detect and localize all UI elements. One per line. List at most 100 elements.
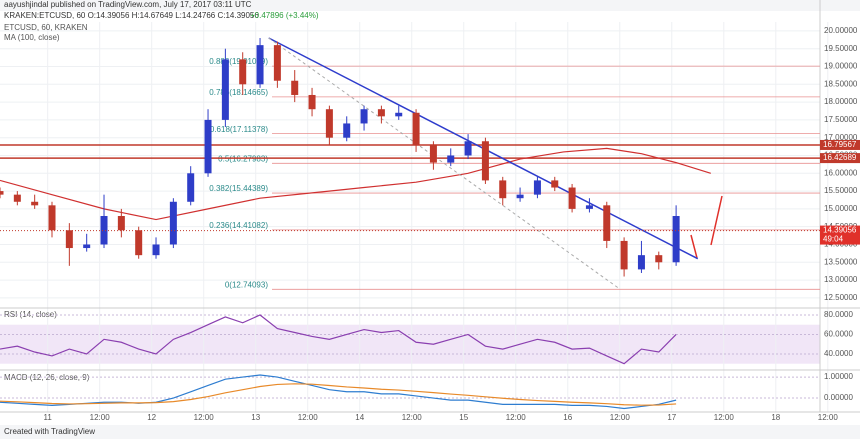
candle-body — [239, 59, 247, 85]
y-tick-label: 16.00000 — [824, 168, 858, 177]
candle-body — [187, 173, 195, 202]
y-tick-label: 17.50000 — [824, 115, 858, 124]
candle-body — [308, 94, 316, 110]
publish-info: aayushjindal published on TradingView.co… — [4, 0, 252, 9]
candle-body — [83, 244, 91, 249]
candle-body — [169, 201, 177, 245]
candle-body — [481, 141, 489, 181]
y-tick-label: 15.50000 — [824, 186, 858, 195]
countdown: 49:04 — [823, 235, 844, 244]
x-tick-label: 12:00 — [610, 413, 631, 422]
candle-body — [273, 45, 281, 81]
candle-body — [551, 180, 559, 188]
candle-body — [117, 216, 125, 231]
y-tick-label: 18.50000 — [824, 79, 858, 88]
y-tick-label: 60.0000 — [824, 330, 853, 339]
candle-body — [291, 80, 299, 95]
pane-label: ETCUSD, 60, KRAKEN — [4, 23, 88, 32]
candle-body — [533, 180, 541, 195]
x-tick-label: 17 — [667, 413, 676, 422]
candle-body — [637, 255, 645, 270]
x-tick-label: 18 — [771, 413, 780, 422]
candle-body — [13, 194, 21, 202]
candle-body — [603, 205, 611, 241]
header-bar — [0, 0, 860, 11]
price-tag — [820, 225, 860, 245]
candle-body — [516, 194, 524, 199]
y-tick-label: 12.50000 — [824, 293, 858, 302]
ma-line — [0, 147, 711, 221]
y-tick-label: 0.00000 — [824, 393, 853, 402]
x-tick-label: 13 — [251, 413, 260, 422]
candle-body — [585, 205, 593, 209]
y-tick-label: 13.00000 — [824, 275, 858, 284]
candle-body — [325, 109, 333, 138]
footer-bar — [0, 425, 860, 439]
candle-body — [31, 201, 39, 206]
candle-body — [412, 112, 420, 145]
fib-label: 0.382(15.44389) — [209, 184, 268, 193]
candle-body — [65, 230, 73, 249]
rsi-band — [0, 324, 820, 364]
change: +0.47896 (+3.44%) — [250, 11, 319, 20]
y-tick-label: 17.00000 — [824, 133, 858, 142]
candle-body — [100, 216, 108, 245]
arrow — [710, 195, 723, 246]
candle-body — [360, 109, 368, 124]
price-tag — [820, 139, 860, 150]
x-tick-label: 12:00 — [298, 413, 319, 422]
candle-body — [152, 244, 160, 256]
x-tick-label: 12:00 — [818, 413, 839, 422]
candle-body — [135, 230, 143, 256]
ma-label: MA (100, close) — [4, 33, 60, 42]
footer: Created with TradingView — [4, 427, 95, 436]
x-tick-label: 16 — [563, 413, 572, 422]
y-tick-label: 15.00000 — [824, 204, 858, 213]
x-tick-label: 12:00 — [402, 413, 423, 422]
candle-body — [568, 187, 576, 209]
candle-body — [429, 144, 437, 163]
x-tick-label: 14 — [355, 413, 364, 422]
y-tick-label: 40.0000 — [824, 349, 853, 358]
fib-label: 0.236(14.41082) — [209, 221, 268, 230]
candle-body — [499, 180, 507, 199]
x-tick-label: 12:00 — [194, 413, 215, 422]
price-tag — [820, 153, 860, 164]
y-tick-label: 20.00000 — [824, 26, 858, 35]
fib-label: 0.618(17.11378) — [210, 125, 268, 134]
x-tick-label: 12:00 — [714, 413, 735, 422]
y-tick-label: 1.00000 — [824, 372, 853, 381]
last-price-label: 14.39056 — [823, 226, 857, 235]
rsi-line — [0, 314, 677, 365]
candle-body — [620, 240, 628, 270]
x-tick-label: 12:00 — [506, 413, 527, 422]
candle-body — [672, 216, 680, 263]
arrow — [690, 234, 698, 259]
macd-line — [0, 374, 677, 410]
candle-body — [655, 255, 663, 263]
x-tick-label: 11 — [44, 413, 53, 422]
macd-label: MACD (12, 26, close, 9) — [4, 373, 90, 382]
x-tick-label: 12:00 — [90, 413, 111, 422]
price-tag-label: 16.79567 — [823, 140, 857, 149]
candle-body — [343, 123, 351, 138]
fib-label: 0.886(19.01019) — [209, 57, 268, 66]
candle-body — [0, 191, 4, 195]
price-tag-label: 16.42689 — [823, 153, 857, 162]
candle-body — [377, 109, 385, 117]
rsi-label: RSI (14, close) — [4, 310, 57, 319]
y-tick-label: 19.50000 — [824, 44, 858, 53]
fib-label: 0.786(18.14665) — [209, 88, 268, 97]
y-tick-label: 80.0000 — [824, 310, 853, 319]
candle-body — [464, 141, 472, 156]
fib-label: 0.5(16.27983) — [218, 154, 268, 163]
y-tick-label: 19.00000 — [824, 62, 858, 71]
candle-body — [395, 112, 403, 117]
candle-body — [204, 119, 212, 174]
candle-body — [221, 59, 229, 120]
symbol-info: KRAKEN:ETCUSD, 60 O:14.39056 H:14.67649 … — [4, 11, 259, 20]
candle-body — [447, 155, 455, 163]
x-tick-label: 12 — [147, 413, 156, 422]
candle-body — [48, 205, 56, 231]
